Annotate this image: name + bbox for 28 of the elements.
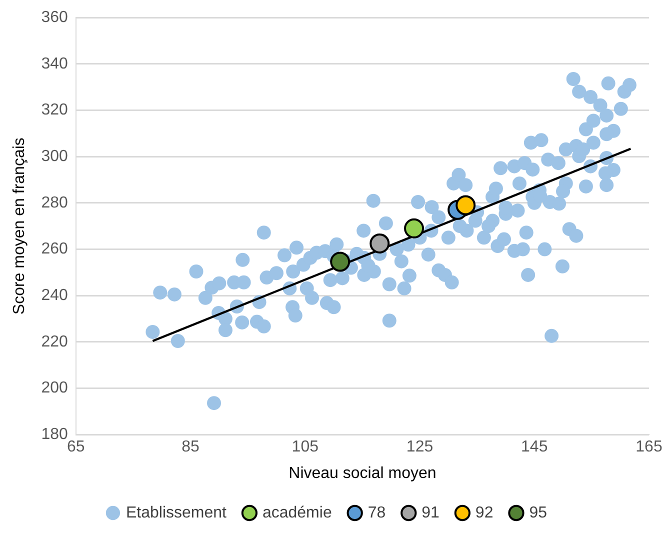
x-axis-title: Niveau social moyen: [288, 464, 436, 482]
x-tick-label: 145: [521, 438, 548, 456]
x-tick-label: 65: [66, 438, 85, 456]
y-tick-label: 180: [41, 426, 68, 444]
point: [456, 195, 476, 216]
y-tick-label: 240: [41, 287, 68, 304]
y-tick-label: 300: [41, 148, 68, 166]
legend-label: 91: [422, 504, 440, 522]
x-tick-label: 165: [636, 438, 662, 456]
y-tick-label: 360: [41, 9, 68, 26]
x-tick-label: 85: [182, 438, 200, 456]
point: [330, 252, 350, 272]
legend-label: Etablissement: [126, 504, 228, 522]
x-tick-label: 105: [292, 438, 319, 456]
y-tick-label: 320: [41, 102, 68, 119]
legend-label: académie: [262, 504, 332, 522]
y-axis-title: Score moyen en français: [11, 138, 28, 315]
legend-label: 92: [475, 504, 494, 522]
point: [404, 218, 424, 238]
y-tick-label: 260: [41, 240, 68, 258]
point: [370, 233, 390, 254]
legend-label: 95: [529, 504, 548, 522]
y-tick-label: 280: [41, 194, 68, 212]
y-tick-label: 200: [41, 380, 68, 397]
y-tick-label: 340: [41, 55, 68, 72]
y-tick-label: 220: [41, 333, 68, 350]
legend-label: 78: [368, 504, 386, 522]
x-tick-label: 125: [406, 438, 434, 456]
